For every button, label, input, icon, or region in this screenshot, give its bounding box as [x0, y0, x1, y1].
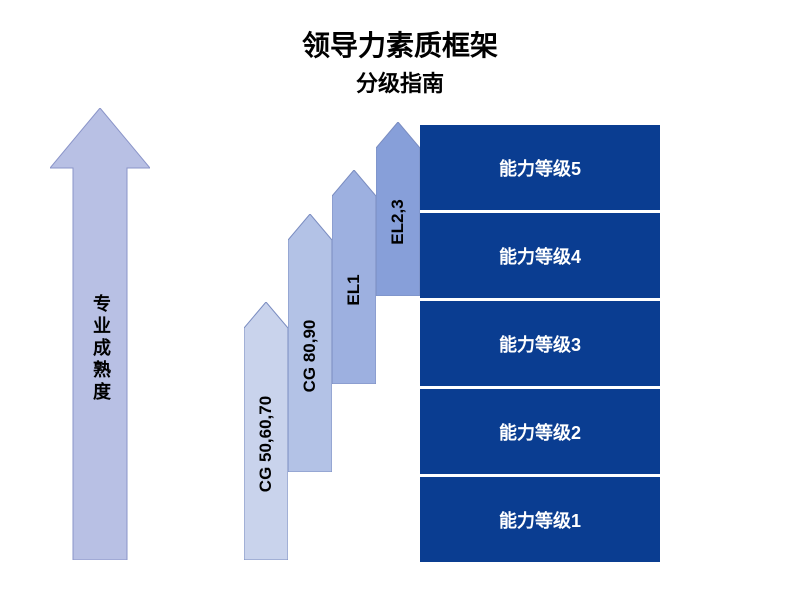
ladder-arrow-label: CG 50,60,70: [256, 364, 276, 524]
title-block: 领导力素质框架 分级指南: [0, 24, 800, 98]
ladder-arrow-label: EL1: [344, 210, 364, 370]
competency-level-box: 能力等级1: [420, 477, 660, 562]
ladder-arrow-label: EL2,3: [388, 142, 408, 302]
competency-level-box: 能力等级3: [420, 301, 660, 386]
maturity-arrow-label: 专业成熟度: [88, 294, 114, 404]
competency-level-box: 能力等级5: [420, 125, 660, 210]
ladder-arrow-label: CG 80,90: [300, 276, 320, 436]
competency-level-box: 能力等级2: [420, 389, 660, 474]
competency-levels: 能力等级5能力等级4能力等级3能力等级2能力等级1: [420, 125, 660, 562]
sub-title: 分级指南: [0, 66, 800, 98]
competency-level-box: 能力等级4: [420, 213, 660, 298]
main-title: 领导力素质框架: [0, 24, 800, 64]
